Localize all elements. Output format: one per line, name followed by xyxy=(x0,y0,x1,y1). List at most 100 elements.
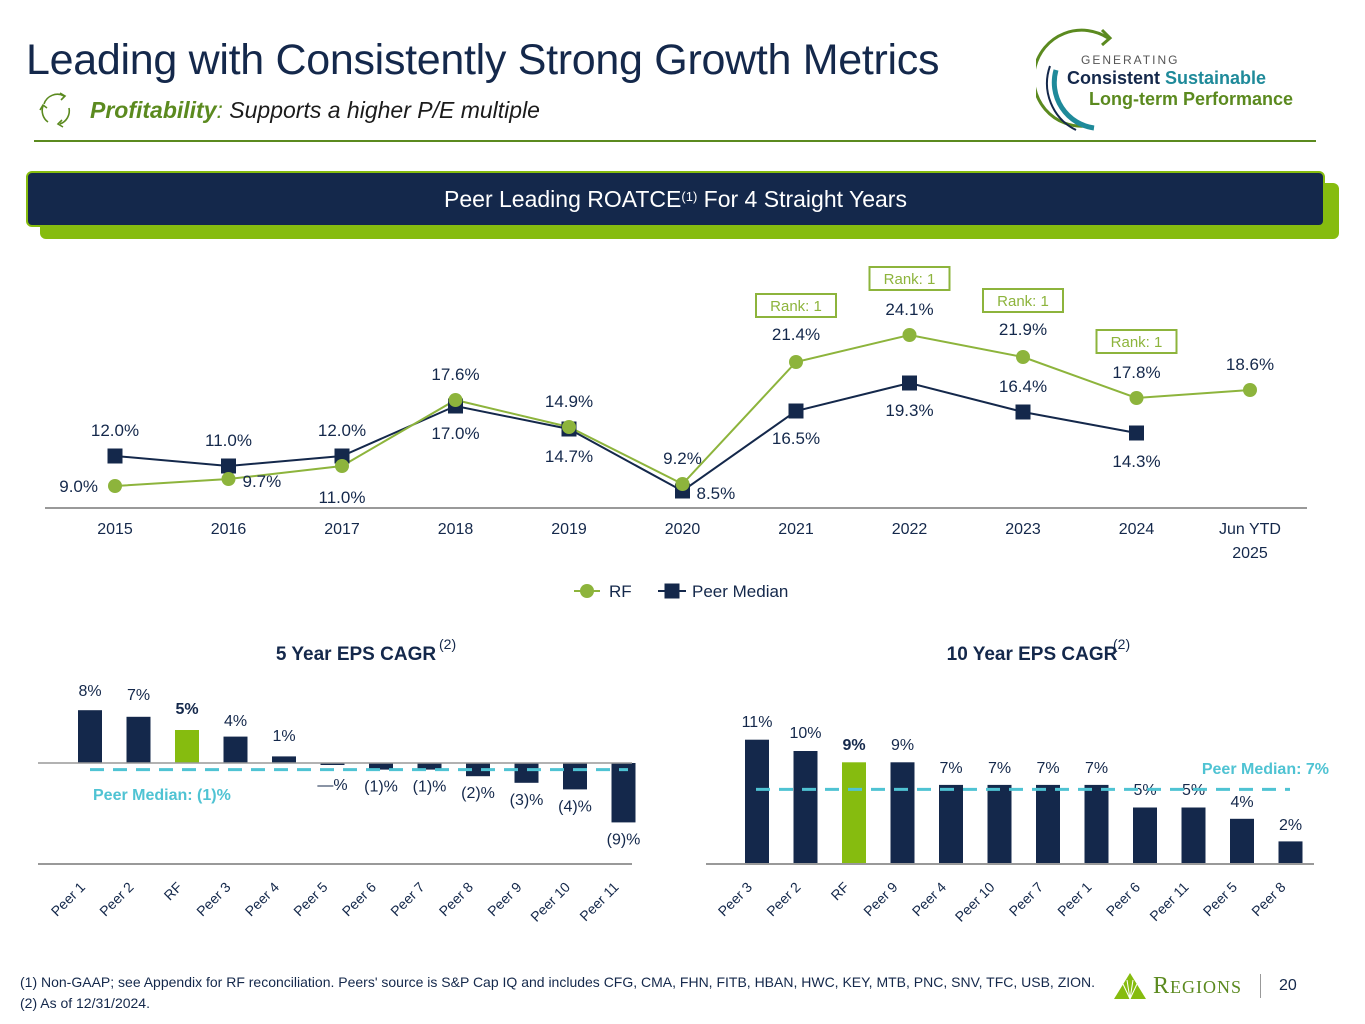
brand-first-letter: R xyxy=(1153,972,1171,999)
rank-badge xyxy=(1095,329,1178,354)
peer-median-marker xyxy=(1015,404,1031,420)
bar xyxy=(611,763,636,823)
x-tick-label: 2015 xyxy=(97,521,133,538)
rf-data-label: 21.4% xyxy=(772,325,820,344)
chart-title: 10 Year EPS CAGR xyxy=(947,644,1118,665)
peer-median-marker xyxy=(902,375,917,391)
bar-rf xyxy=(175,730,199,763)
x-tick-label: Peer 7 xyxy=(1006,879,1047,920)
bar-value-label: 7% xyxy=(988,760,1011,777)
peer-median-marker xyxy=(334,448,350,464)
bar xyxy=(466,763,490,777)
bar-value-label: 2% xyxy=(1279,817,1302,834)
rank-badge-text: Rank: 1 xyxy=(997,293,1049,310)
peer-median-data-label: 17.0% xyxy=(431,424,479,443)
x-tick-label: Peer 8 xyxy=(436,879,477,920)
rf-data-label: 9.7% xyxy=(243,472,282,491)
x-tick-label: Peer 11 xyxy=(576,879,621,924)
bar-value-label: —% xyxy=(317,777,347,794)
x-tick-label: 2020 xyxy=(665,521,701,538)
rank-badge xyxy=(755,293,837,318)
peer-median-data-label: 11.0% xyxy=(205,431,252,450)
peer-median-line xyxy=(114,381,1137,493)
x-tick-label: 2018 xyxy=(438,521,474,538)
bar xyxy=(1181,807,1206,864)
rf-data-label: 21.9% xyxy=(999,320,1047,339)
rank-badge-text: Rank: 1 xyxy=(1111,334,1163,351)
bar xyxy=(223,736,248,763)
bar-value-label: 9% xyxy=(891,737,914,754)
rf-data-label: 24.1% xyxy=(885,300,933,319)
rf-data-label: 17.8% xyxy=(1112,363,1160,382)
rank-badge-text: Rank: 1 xyxy=(884,271,936,288)
rf-data-label: 18.6% xyxy=(1226,355,1274,374)
logo-consistent: Consistent xyxy=(1067,68,1161,88)
bar-value-label: 7% xyxy=(127,687,150,704)
x-tick-label: 2017 xyxy=(324,521,360,538)
rf-data-label: 14.9% xyxy=(545,392,593,411)
rf-marker xyxy=(789,355,803,369)
x-tick-label: Peer 4 xyxy=(909,879,950,920)
subtitle-row: Profitability: Supports a higher P/E mul… xyxy=(34,88,540,132)
x-tick-label: Peer 9 xyxy=(484,879,525,920)
bar xyxy=(987,784,1012,864)
bar-value-label: 7% xyxy=(1036,760,1059,777)
rf-data-label: 17.6% xyxy=(431,365,479,384)
rf-marker xyxy=(902,328,917,342)
bar xyxy=(793,751,818,864)
bar-value-label: 7% xyxy=(1085,760,1108,777)
legend-peer-median-label: Peer Median xyxy=(692,582,788,601)
page-number: 20 xyxy=(1279,977,1297,994)
bar-value-label: 5% xyxy=(175,701,198,718)
peer-median-data-label: 16.5% xyxy=(772,429,820,448)
eps-cagr-5yr-bar-chart: 5 Year EPS CAGR (2) 8% Peer 1 7% Peer 2 5% RF 4%… xyxy=(38,636,641,925)
bar xyxy=(417,763,442,770)
rf-data-label: 9.2% xyxy=(663,449,702,468)
x-tick-label: Peer 9 xyxy=(860,879,901,920)
recycle-arrows-icon xyxy=(39,92,71,128)
x-tick-label: Peer 1 xyxy=(1054,879,1095,920)
chart-title-footnote-ref: (2) xyxy=(1113,636,1130,652)
x-tick-label: Peer 7 xyxy=(387,879,428,920)
x-tick-label: Peer 2 xyxy=(96,879,137,920)
rf-data-label: 11.0% xyxy=(319,488,366,507)
bar xyxy=(1084,784,1109,864)
section-banner: Peer Leading ROATCE (1) For 4 Straight Ye… xyxy=(26,171,1325,227)
banner-footnote-ref: (1) xyxy=(681,188,698,204)
bar-value-label: (9)% xyxy=(607,831,641,848)
header-divider xyxy=(34,140,1316,142)
rf-marker xyxy=(1129,391,1144,405)
peer-median-label: Peer Median: 7% xyxy=(1202,761,1329,778)
bar-value-label: 4% xyxy=(224,713,247,730)
peer-median-data-label: 12.0% xyxy=(91,421,139,440)
rf-marker xyxy=(448,393,463,407)
banner-text-b: For 4 Straight Years xyxy=(697,185,907,212)
bar xyxy=(78,710,102,763)
x-tick-label: Jun YTD xyxy=(1219,521,1281,538)
rf-marker xyxy=(675,477,690,491)
x-tick-label: 2016 xyxy=(211,521,247,538)
subtitle-keyword: Profitability xyxy=(90,96,217,123)
page-title: Leading with Consistently Strong Growth … xyxy=(26,36,940,84)
bar xyxy=(1036,784,1060,864)
bar-value-label: 1% xyxy=(272,728,295,745)
logo-sustainable: Sustainable xyxy=(1160,68,1267,88)
bar-value-label: (2)% xyxy=(461,785,495,802)
rf-marker xyxy=(1016,350,1030,364)
brand-rest: EGIONS xyxy=(1170,976,1243,997)
subtitle-colon: : xyxy=(216,96,223,123)
x-tick-label: Peer 10 xyxy=(527,879,573,925)
footnote: (1) Non-GAAP; see Appendix for RF reconc… xyxy=(20,974,1096,1011)
bar-value-label: (4)% xyxy=(558,798,592,815)
peer-median-label: Peer Median: (1)% xyxy=(93,787,231,804)
bar-value-label: (3)% xyxy=(510,792,544,809)
x-tick-label: 2025 xyxy=(1232,545,1268,562)
peer-median-data-label: 19.3% xyxy=(885,401,933,420)
rf-marker xyxy=(221,472,236,486)
subtitle: Profitability: Supports a higher P/E mul… xyxy=(90,97,540,124)
x-tick-label: RF xyxy=(828,879,853,904)
chart-title-footnote-ref: (2) xyxy=(439,636,456,652)
bar xyxy=(1230,818,1254,864)
rank-badge xyxy=(982,288,1064,313)
generating-performance-logo: GENERATING Consistent Sustainable Long-t… xyxy=(1036,26,1336,136)
